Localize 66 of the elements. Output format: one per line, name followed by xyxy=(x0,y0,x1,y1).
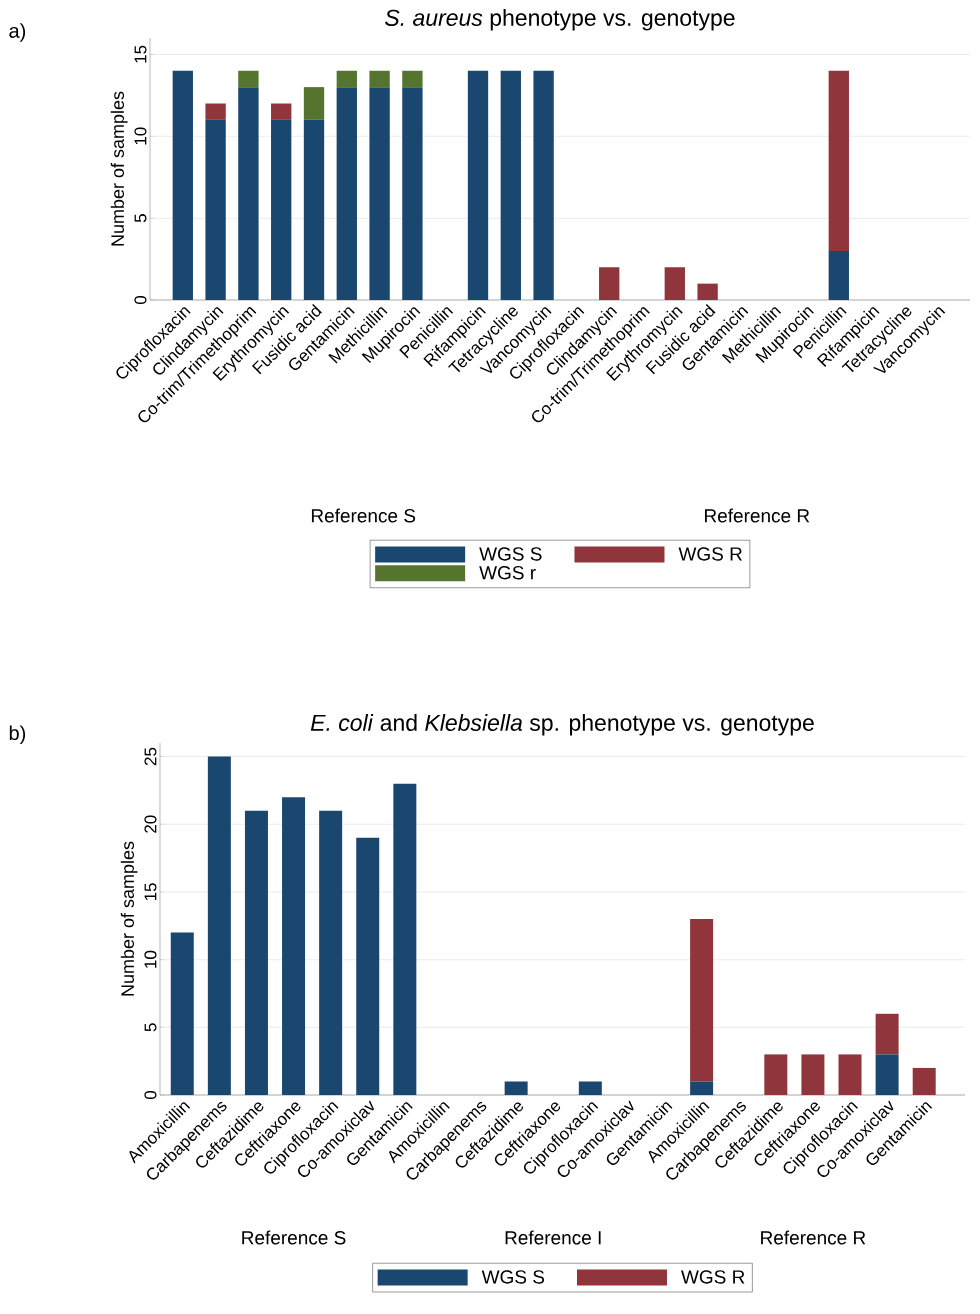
bar xyxy=(764,1054,788,1096)
chart-title: S. aureus phenotype vs. genotype xyxy=(385,9,735,31)
bar xyxy=(912,1067,936,1096)
y-tick-label: 15 xyxy=(134,45,147,63)
bar xyxy=(238,70,259,88)
y-tick-label: 10 xyxy=(134,127,147,145)
bar xyxy=(533,70,554,301)
y-tick-label: 20 xyxy=(144,815,157,833)
y-tick-label: 0 xyxy=(144,1090,157,1100)
bar xyxy=(205,103,226,120)
bar xyxy=(875,1054,899,1096)
y-tick-label: 10 xyxy=(144,950,157,968)
bar xyxy=(838,1054,862,1096)
bar xyxy=(828,70,849,251)
bar xyxy=(690,1081,714,1096)
legend-label: WGS S xyxy=(481,1270,545,1284)
legend-label: WGS r xyxy=(479,565,536,580)
bar xyxy=(356,837,380,1096)
bar xyxy=(238,87,259,301)
bar xyxy=(369,70,390,88)
bar xyxy=(393,783,417,1096)
bar xyxy=(690,919,714,1082)
bar xyxy=(875,1013,899,1055)
bar xyxy=(697,283,718,301)
bar xyxy=(369,87,390,301)
y-tick-label: 5 xyxy=(144,1023,157,1032)
bar xyxy=(336,70,357,88)
text: Reference R xyxy=(761,1230,866,1245)
bar xyxy=(500,70,521,301)
bar xyxy=(271,119,292,301)
bar xyxy=(244,810,268,1096)
y-tick-label: 25 xyxy=(144,747,157,766)
bar xyxy=(402,70,423,88)
text: Reference I xyxy=(505,1230,601,1245)
legend-label: WGS S xyxy=(479,547,542,561)
bar xyxy=(801,1054,825,1096)
bar xyxy=(170,932,194,1096)
legend-label: WGS R xyxy=(681,1270,745,1284)
y-axis-title: Number of samples xyxy=(110,91,128,246)
legend-label: WGS R xyxy=(678,547,742,561)
bar xyxy=(664,267,685,301)
text: Reference S xyxy=(242,1230,346,1245)
bar xyxy=(303,119,325,301)
bar xyxy=(207,756,231,1096)
bar xyxy=(336,87,357,301)
bar xyxy=(599,267,620,301)
y-tick-label: 5 xyxy=(134,214,147,223)
bar xyxy=(271,103,292,120)
y-tick-label: 15 xyxy=(144,883,157,901)
text: Reference R xyxy=(705,508,810,523)
chart-title: E. coli and Klebsiella sp. phenotype vs. genotype xyxy=(310,714,814,736)
bar xyxy=(467,70,489,301)
bar xyxy=(402,87,423,301)
text: Reference S xyxy=(311,508,416,523)
bar xyxy=(282,797,306,1096)
bar xyxy=(578,1081,602,1096)
bar xyxy=(319,810,343,1096)
y-axis-title: Number of samples xyxy=(120,841,138,996)
text: a) xyxy=(9,23,26,42)
bar xyxy=(504,1081,528,1096)
bar xyxy=(303,87,325,120)
y-tick-label: 0 xyxy=(134,295,147,305)
bar xyxy=(828,250,849,301)
bar xyxy=(205,119,226,301)
text: b) xyxy=(9,725,26,745)
bar xyxy=(172,70,193,301)
